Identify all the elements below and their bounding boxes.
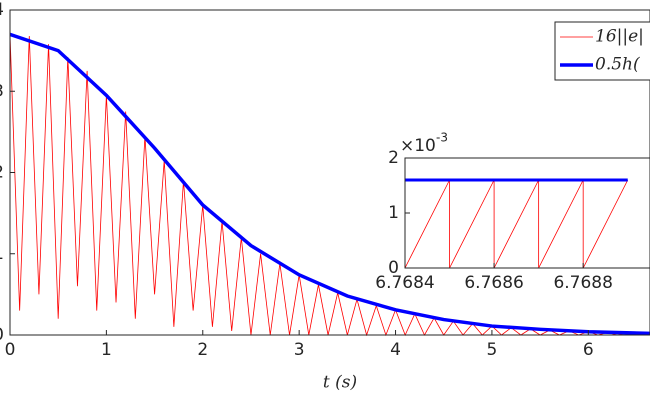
y-tick-label: 0: [0, 325, 4, 345]
y-tick-label: 0: [388, 258, 399, 278]
y-tick-label: 1: [0, 244, 4, 264]
x-tick-label: 3: [294, 340, 305, 360]
x-tick-label: 6: [583, 340, 594, 360]
y-tick-label: 1: [388, 203, 399, 223]
y-offset-exp: -3: [436, 131, 448, 145]
legend-box: [554, 21, 650, 81]
x-tick-label: 6.7688: [553, 273, 612, 293]
legend-label: 16||e|: [595, 27, 644, 47]
x-axis-label: t (s): [323, 373, 357, 393]
y-offset-base: ×10: [400, 136, 436, 156]
y-tick-label: 2: [0, 163, 4, 183]
y-tick-label: 2: [388, 148, 399, 168]
x-tick-label: 1: [101, 340, 112, 360]
y-tick-label: 4: [0, 0, 4, 20]
legend-label: 0.5h(: [595, 55, 640, 75]
series-line: [10, 32, 650, 336]
x-tick-label: 0: [5, 340, 16, 360]
y-tick-label: 3: [0, 81, 4, 101]
x-tick-label: 6.7686: [464, 273, 523, 293]
x-tick-label: 4: [390, 340, 401, 360]
x-tick-label: 6.7684: [375, 273, 434, 293]
plot-area: [405, 158, 650, 268]
x-tick-label: 2: [197, 340, 208, 360]
x-tick-label: 5: [487, 340, 498, 360]
